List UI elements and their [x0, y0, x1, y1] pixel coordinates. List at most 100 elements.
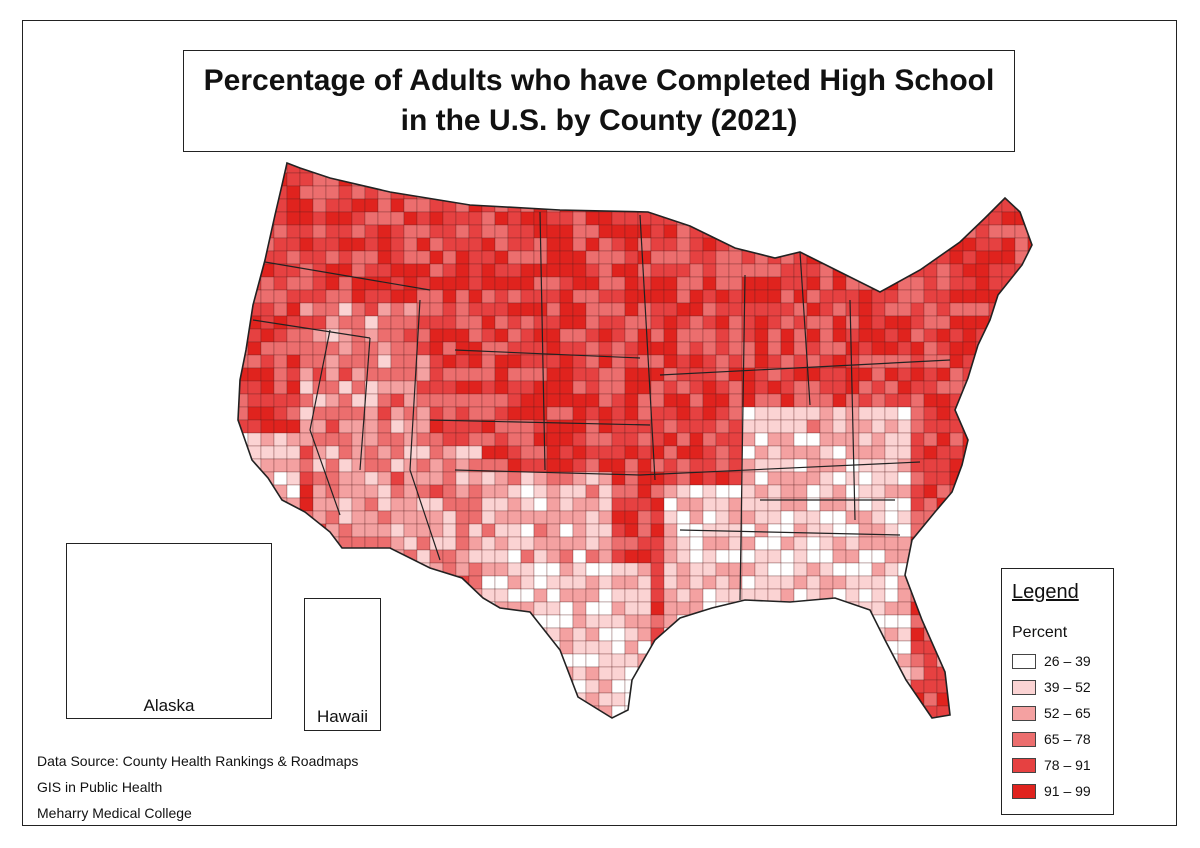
county-cell	[884, 419, 899, 434]
county-cell	[897, 601, 912, 616]
county-cell	[741, 601, 756, 616]
county-cell	[507, 250, 522, 265]
county-cell	[238, 302, 249, 317]
county-cell	[793, 471, 808, 486]
county-cell	[312, 510, 327, 525]
county-cell	[689, 237, 704, 252]
county-cell	[507, 471, 522, 486]
county-cell	[338, 341, 353, 356]
county-cell	[663, 380, 678, 395]
county-cell	[455, 315, 470, 330]
county-cell	[651, 719, 664, 732]
county-cell	[442, 692, 457, 707]
us-outline	[237, 161, 1033, 719]
county-cell	[767, 224, 782, 239]
county-cell	[702, 302, 717, 317]
county-cell	[585, 640, 600, 655]
county-cell	[325, 276, 340, 291]
county-cell	[403, 354, 418, 369]
county-cell	[238, 523, 249, 538]
county-cell	[923, 484, 938, 499]
county-cell	[260, 406, 275, 421]
county-cell	[780, 627, 795, 642]
county-cell	[936, 237, 951, 252]
county-cell	[910, 562, 925, 577]
county-cell	[910, 640, 925, 655]
county-cell	[884, 484, 899, 499]
county-cell	[806, 575, 821, 590]
county-cell	[793, 341, 808, 356]
county-cell	[546, 679, 561, 694]
county-cell	[572, 172, 587, 187]
county-cell	[702, 484, 717, 499]
county-cell	[364, 237, 379, 252]
county-cell	[312, 302, 327, 317]
county-cell	[442, 354, 457, 369]
county-cell	[767, 445, 782, 460]
legend-subtitle: Percent	[1012, 624, 1068, 641]
county-cell	[897, 302, 912, 317]
county-cell	[637, 575, 652, 590]
county-cell	[390, 666, 405, 681]
county-cell	[715, 458, 730, 473]
county-cell	[663, 289, 678, 304]
county-cell	[286, 445, 301, 460]
county-cell	[793, 198, 808, 213]
county-cell	[676, 341, 691, 356]
county-cell	[481, 575, 496, 590]
county-cell	[533, 497, 548, 512]
county-cell	[312, 471, 327, 486]
county-cell	[949, 263, 964, 278]
county-cell	[572, 419, 587, 434]
county-cell	[507, 198, 522, 213]
county-cell	[559, 406, 574, 421]
county-cell	[494, 263, 509, 278]
county-cell	[806, 250, 821, 265]
alaska-inset: Alaska	[66, 543, 272, 719]
county-cell	[546, 523, 561, 538]
county-cell	[520, 484, 535, 499]
county-cell	[767, 471, 782, 486]
county-cell	[767, 354, 782, 369]
county-cell	[767, 562, 782, 577]
county-cell	[364, 224, 379, 239]
county-cell	[312, 575, 327, 590]
county-cell	[364, 419, 379, 434]
county-cell	[585, 536, 600, 551]
county-cell	[793, 575, 808, 590]
county-cell	[572, 263, 587, 278]
county-cell	[312, 276, 327, 291]
county-cell	[715, 536, 730, 551]
county-cell	[962, 588, 977, 603]
legend-swatch	[1012, 705, 1036, 721]
county-cell	[273, 614, 288, 629]
county-cell	[624, 263, 639, 278]
county-cell	[728, 705, 743, 718]
county-cell	[715, 354, 730, 369]
county-cell	[806, 289, 821, 304]
county-cell	[949, 354, 964, 369]
county-cell	[728, 250, 743, 265]
county-cell	[637, 419, 652, 434]
county-cell	[390, 163, 405, 174]
county-cell	[235, 719, 248, 732]
county-cell	[416, 614, 431, 629]
county-cell	[676, 406, 691, 421]
county-cell	[546, 536, 561, 551]
county-cell	[715, 549, 730, 564]
county-cell	[455, 211, 470, 226]
county-cell	[806, 510, 821, 525]
county-cell	[507, 393, 522, 408]
county-cell	[715, 510, 730, 525]
county-cell	[1027, 250, 1032, 265]
county-cell	[780, 692, 795, 707]
county-cell	[273, 536, 288, 551]
county-cell	[910, 393, 925, 408]
county-cell	[442, 211, 457, 226]
county-cell	[598, 653, 613, 668]
county-cell	[403, 250, 418, 265]
county-cell	[832, 523, 847, 538]
county-cell	[975, 198, 990, 213]
county-cell	[923, 289, 938, 304]
county-cell	[767, 640, 782, 655]
